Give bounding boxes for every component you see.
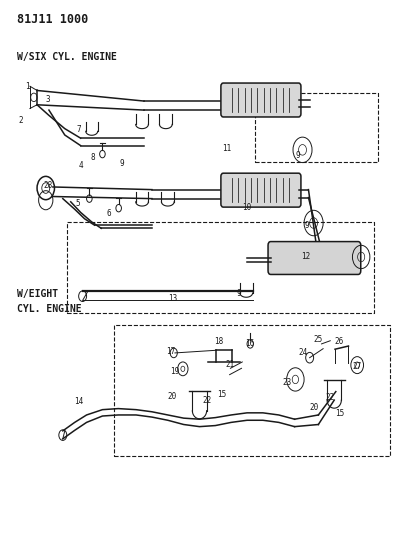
Text: 28: 28 (43, 181, 53, 190)
Text: CYL. ENGINE: CYL. ENGINE (17, 304, 82, 314)
Text: 3: 3 (46, 95, 50, 104)
Text: 27: 27 (353, 362, 362, 370)
FancyBboxPatch shape (221, 173, 301, 207)
Text: 21: 21 (226, 360, 235, 369)
Text: 4: 4 (78, 161, 83, 170)
Text: 14: 14 (74, 397, 83, 406)
Text: 25: 25 (313, 335, 322, 344)
Text: 15: 15 (336, 409, 345, 418)
Text: 16: 16 (246, 339, 255, 348)
Text: 1: 1 (25, 82, 30, 91)
Text: 15: 15 (217, 390, 226, 399)
Bar (255, 93, 378, 161)
Text: 11: 11 (222, 144, 231, 154)
Text: 18: 18 (214, 337, 223, 346)
Text: 9: 9 (236, 288, 241, 297)
Text: 20: 20 (168, 392, 177, 401)
Text: W/SIX CYL. ENGINE: W/SIX CYL. ENGINE (17, 52, 117, 62)
Text: 5: 5 (75, 199, 80, 208)
Text: 6: 6 (107, 209, 111, 218)
Text: 17: 17 (166, 347, 176, 356)
Text: 22: 22 (202, 395, 211, 405)
Bar (114, 325, 390, 456)
Text: 24: 24 (299, 348, 308, 357)
Text: 10: 10 (242, 203, 251, 212)
Text: 19: 19 (170, 367, 180, 376)
Bar (67, 222, 374, 313)
Text: 23: 23 (282, 377, 291, 386)
Text: 9: 9 (120, 159, 124, 167)
Text: 8: 8 (91, 154, 96, 163)
Text: 2: 2 (18, 116, 23, 125)
Text: 22: 22 (326, 393, 335, 402)
FancyBboxPatch shape (221, 83, 301, 117)
FancyBboxPatch shape (268, 241, 361, 274)
Text: 20: 20 (309, 402, 318, 411)
Text: 26: 26 (334, 337, 344, 346)
Text: W/EIGHT: W/EIGHT (17, 289, 58, 299)
Text: 9: 9 (295, 151, 300, 160)
Text: 12: 12 (301, 253, 310, 262)
Text: 7: 7 (76, 125, 81, 134)
Text: 81J11 1000: 81J11 1000 (17, 13, 89, 27)
Text: 13: 13 (168, 294, 177, 303)
Text: 9: 9 (304, 221, 309, 230)
